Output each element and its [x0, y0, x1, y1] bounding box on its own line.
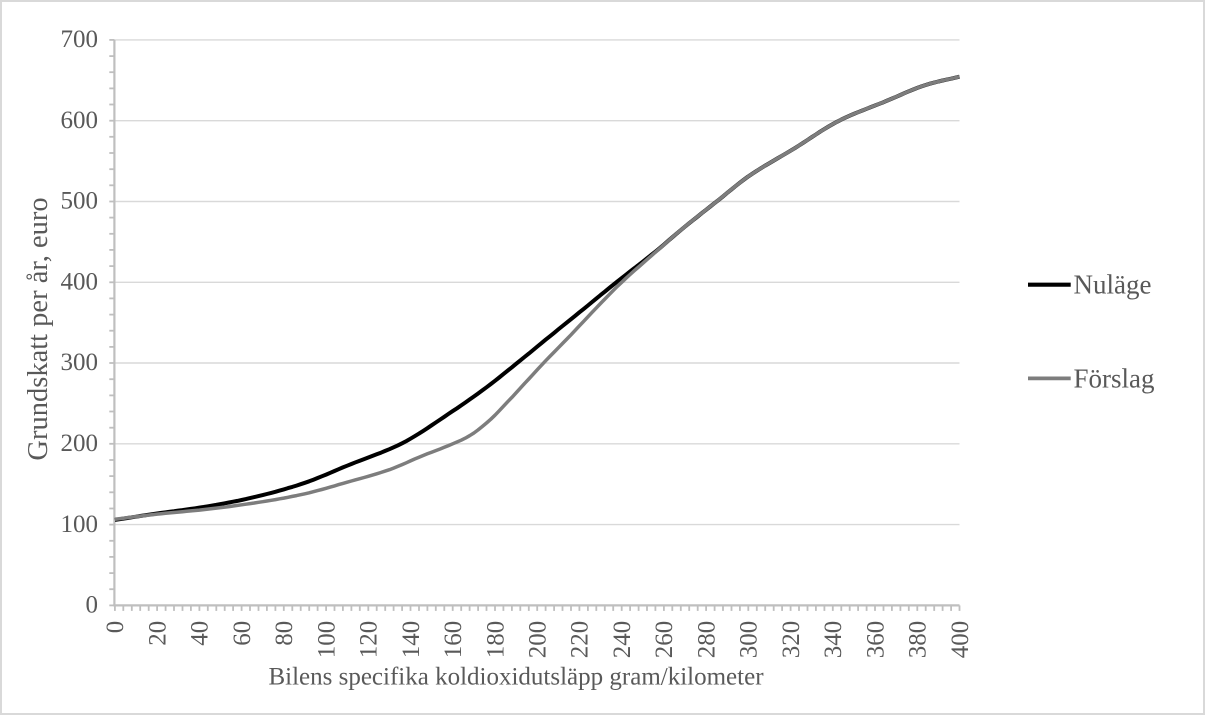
svg-text:300: 300 [736, 621, 763, 659]
svg-text:Förslag: Förslag [1074, 363, 1155, 393]
svg-text:200: 200 [61, 430, 99, 457]
svg-text:Bilens specifika koldioxidutsl: Bilens specifika koldioxidutsläpp gram/k… [268, 664, 764, 691]
svg-text:500: 500 [61, 188, 99, 215]
svg-text:300: 300 [61, 349, 99, 376]
svg-text:240: 240 [609, 621, 636, 659]
svg-text:40: 40 [187, 621, 214, 646]
svg-text:400: 400 [947, 621, 974, 659]
svg-text:Grundskatt per år, euro: Grundskatt per år, euro [23, 197, 54, 460]
svg-text:400: 400 [61, 269, 99, 296]
svg-text:0: 0 [102, 621, 129, 634]
svg-text:180: 180 [482, 621, 509, 659]
svg-text:320: 320 [778, 621, 805, 659]
svg-text:20: 20 [144, 621, 171, 646]
svg-text:Nuläge: Nuläge [1074, 270, 1152, 300]
svg-text:60: 60 [229, 621, 256, 646]
svg-text:100: 100 [61, 511, 99, 538]
svg-text:80: 80 [271, 621, 298, 646]
svg-text:700: 700 [61, 26, 99, 53]
svg-text:100: 100 [313, 621, 340, 659]
svg-text:140: 140 [398, 621, 425, 659]
svg-text:160: 160 [440, 621, 467, 659]
svg-text:280: 280 [693, 621, 720, 659]
svg-text:600: 600 [61, 107, 99, 134]
svg-text:0: 0 [86, 592, 99, 619]
svg-text:340: 340 [820, 621, 847, 659]
svg-text:120: 120 [356, 621, 383, 659]
svg-text:200: 200 [525, 621, 552, 659]
svg-text:260: 260 [651, 621, 678, 659]
svg-text:220: 220 [567, 621, 594, 659]
svg-text:360: 360 [862, 621, 889, 659]
svg-text:380: 380 [905, 621, 932, 659]
